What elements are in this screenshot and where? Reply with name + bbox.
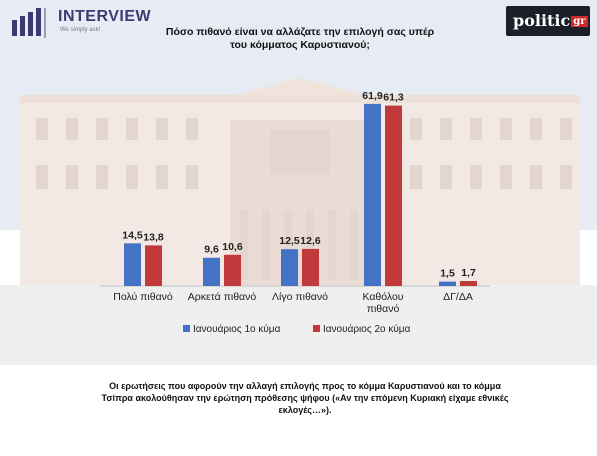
politic-logo-text: politic gr — [513, 11, 588, 30]
legend-label-2: Ιανουάριος 2ο κύμα — [323, 323, 411, 335]
chart-title: Πόσο πιθανό είναι να αλλάζατε την επιλογ… — [165, 26, 435, 51]
legend-swatch-1 — [183, 325, 190, 332]
chart-footnote: Οι ερωτήσεις που αφορούν την αλλαγή επιλ… — [101, 381, 509, 415]
bar-series2-0 — [145, 245, 162, 286]
bar-series1-2 — [281, 249, 298, 286]
bar-series2-4 — [460, 280, 477, 286]
data-label-series2-0: 13,8 — [143, 231, 164, 243]
bar-series1-1 — [203, 257, 220, 286]
bar-series1-4 — [439, 281, 456, 286]
category-label-0: Πολύ πιθανό — [113, 291, 173, 303]
bar-series2-1 — [224, 254, 241, 286]
category-label-2: Λίγο πιθανό — [272, 291, 328, 303]
data-label-series1-0: 14,5 — [122, 229, 143, 241]
politic-logo: politic gr — [506, 6, 590, 36]
data-label-series2-4: 1,7 — [461, 267, 476, 279]
politic-logo-suffix: gr — [571, 16, 588, 27]
logo-tagline: We simply ask! — [60, 27, 101, 33]
category-label-3: πιθανό — [367, 303, 400, 315]
bar-series2-2 — [302, 248, 319, 286]
bar-mark-icon — [12, 8, 46, 38]
data-label-series1-4: 1,5 — [440, 268, 455, 280]
category-label-3: Καθόλου — [362, 291, 403, 303]
category-label-4: ΔΓ/ΔΑ — [443, 291, 473, 303]
data-label-series2-3: 61,3 — [383, 92, 404, 104]
logo-title: INTERVIEW — [58, 8, 152, 25]
bar-series1-0 — [124, 243, 141, 286]
interview-logo: INTERVIEW We simply ask! — [10, 6, 160, 40]
category-label-1: Αρκετά πιθανό — [188, 291, 257, 303]
legend-label-1: Ιανουάριος 1ο κύμα — [193, 323, 281, 335]
bar-series2-3 — [385, 105, 402, 286]
data-label-series1-1: 9,6 — [204, 244, 219, 256]
data-label-series1-2: 12,5 — [279, 235, 300, 247]
data-label-series2-1: 10,6 — [222, 241, 243, 253]
data-label-series2-2: 12,6 — [300, 235, 321, 247]
legend-swatch-2 — [313, 325, 320, 332]
politic-logo-name: politic — [513, 11, 571, 30]
data-label-series1-3: 61,9 — [362, 90, 383, 102]
bar-series1-3 — [364, 103, 381, 286]
